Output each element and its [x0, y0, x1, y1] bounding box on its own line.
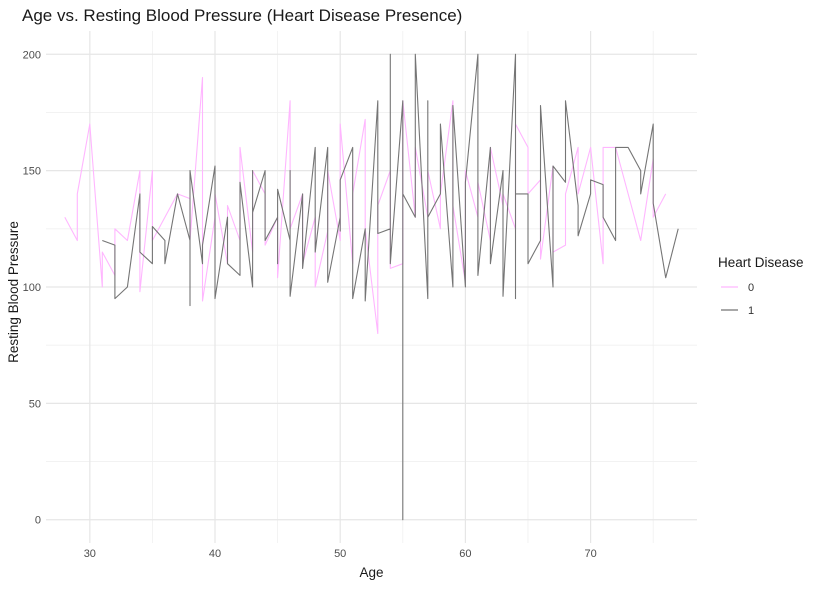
- legend-title: Heart Disease: [718, 255, 804, 270]
- x-axis-title: Age: [359, 565, 383, 580]
- y-tick-label: 100: [23, 282, 41, 294]
- series-line-1: [102, 53, 679, 521]
- y-tick-label: 200: [23, 49, 41, 61]
- legend: Heart Disease 0 1: [718, 255, 804, 317]
- x-tick-label: 60: [459, 548, 471, 560]
- grid: [46, 31, 697, 543]
- legend-label-1: 1: [748, 305, 754, 317]
- y-tick-label: 150: [23, 166, 41, 178]
- x-tick-label: 30: [84, 548, 96, 560]
- x-tick-label: 40: [209, 548, 221, 560]
- chart-title: Age vs. Resting Blood Pressure (Heart Di…: [22, 6, 463, 25]
- y-tick-label: 0: [35, 515, 41, 527]
- y-tick-label: 50: [29, 398, 41, 410]
- legend-label-0: 0: [748, 282, 754, 294]
- axes: 30 40 50 60 70 0 50 100 150 200 Age Resting Blood P…: [6, 49, 597, 580]
- x-tick-label: 50: [334, 548, 346, 560]
- y-axis-title: Resting Blood Pressure: [6, 221, 21, 363]
- x-tick-label: 70: [584, 548, 596, 560]
- series-lines: [64, 53, 679, 521]
